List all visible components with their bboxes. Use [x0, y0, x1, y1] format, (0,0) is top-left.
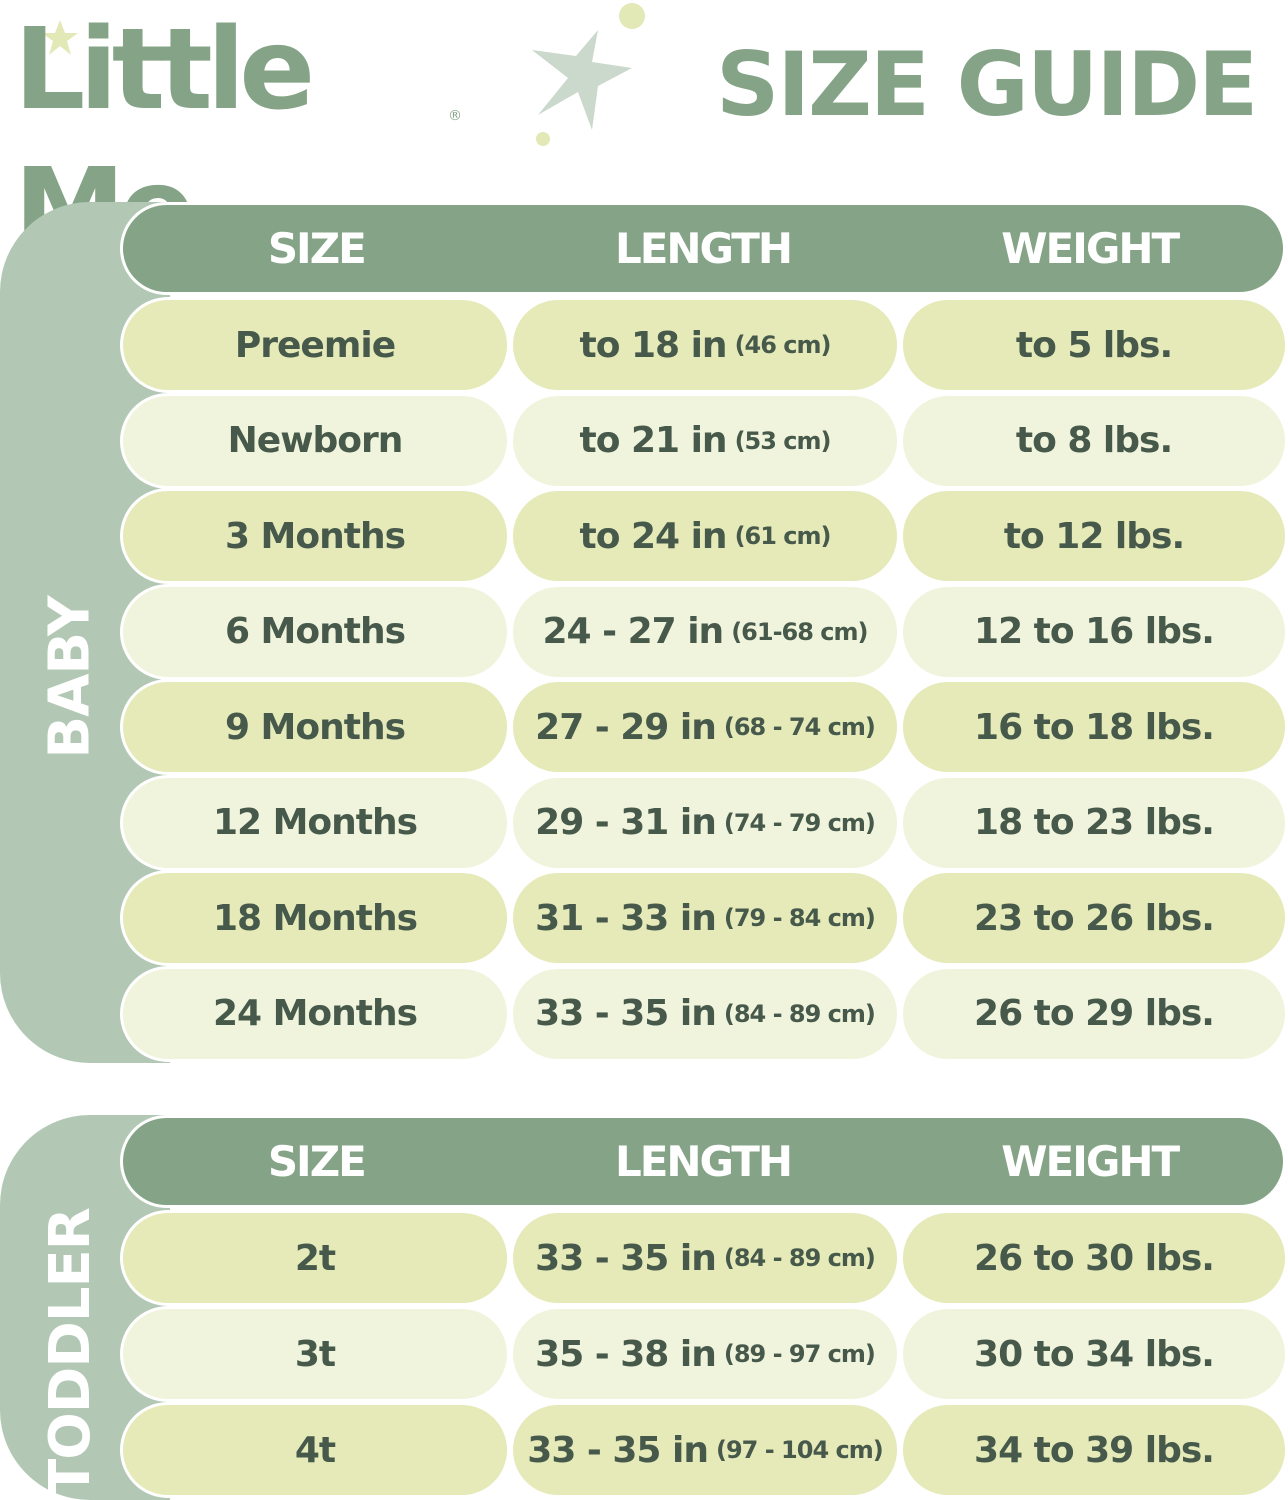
column-header: SIZE: [267, 1137, 367, 1186]
length-cm: (61 cm): [734, 522, 832, 550]
weight-cell: 23 to 26 lbs.: [900, 870, 1288, 966]
weight-cell: 30 to 34 lbs.: [900, 1306, 1288, 1402]
length-cell: to 18 in (46 cm): [510, 297, 900, 393]
star-decoration-icon: [532, 3, 645, 146]
length-inches: 33 - 35 in: [535, 1237, 717, 1279]
length-cell: to 24 in (61 cm): [510, 488, 900, 584]
length-inches: 29 - 31 in: [535, 802, 717, 843]
table-row: 12 Months 29 - 31 in (74 - 79 cm) 18 to 2…: [120, 774, 1288, 871]
weight-cell: 34 to 39 lbs.: [900, 1402, 1288, 1498]
size-cell: Preemie: [120, 297, 510, 393]
size-cell: Newborn: [120, 392, 510, 489]
length-inches: 35 - 38 in: [535, 1333, 717, 1375]
table-row: 2t 33 - 35 in (84 - 89 cm) 26 to 30 lbs.: [120, 1210, 1288, 1306]
weight-cell: 12 to 16 lbs.: [900, 583, 1288, 680]
column-header: WEIGHT: [1001, 1137, 1180, 1186]
weight-cell: 26 to 29 lbs.: [900, 965, 1288, 1062]
length-inches: 31 - 33 in: [535, 897, 717, 939]
table-row: 18 Months 31 - 33 in (79 - 84 cm) 23 to 2…: [120, 870, 1288, 966]
table-row: 4t 33 - 35 in (97 - 104 cm) 34 to 39 lbs.: [120, 1402, 1288, 1498]
table-row: Newborn to 21 in (53 cm) to 8 lbs.: [120, 392, 1288, 489]
weight-cell: to 8 lbs.: [900, 392, 1288, 489]
weight-cell: to 12 lbs.: [900, 488, 1288, 584]
length-cm: (79 - 84 cm): [723, 904, 876, 932]
baby-label: BABY: [37, 595, 103, 759]
weight-cell: to 5 lbs.: [900, 297, 1288, 393]
length-cell: 33 - 35 in (84 - 89 cm): [510, 1210, 900, 1306]
column-header: WEIGHT: [1001, 224, 1180, 273]
toddler-header-row: SIZE LENGTH WEIGHT: [120, 1115, 1286, 1208]
column-header: LENGTH: [614, 1137, 793, 1186]
length-cell: 33 - 35 in (97 - 104 cm): [510, 1402, 900, 1498]
size-cell: 24 Months: [120, 965, 510, 1062]
size-cell: 2t: [120, 1210, 510, 1306]
length-cm: (46 cm): [734, 331, 832, 359]
length-cell: 24 - 27 in (61-68 cm): [510, 583, 900, 680]
table-row: 3 Months to 24 in (61 cm) to 12 lbs.: [120, 488, 1288, 584]
column-header: LENGTH: [614, 224, 793, 273]
length-cell: 33 - 35 in (84 - 89 cm): [510, 965, 900, 1062]
weight-cell: 16 to 18 lbs.: [900, 679, 1288, 775]
length-cell: to 21 in (53 cm): [510, 392, 900, 489]
length-cell: 27 - 29 in (68 - 74 cm): [510, 679, 900, 775]
size-cell: 9 Months: [120, 679, 510, 775]
length-cell: 35 - 38 in (89 - 97 cm): [510, 1306, 900, 1402]
length-cm: (97 - 104 cm): [716, 1436, 884, 1464]
page-title: SIZE GUIDE: [716, 33, 1258, 136]
length-inches: 24 - 27 in: [542, 611, 724, 652]
registered-mark: ®: [448, 108, 462, 124]
brand-logo: Little Me ®: [14, 0, 464, 275]
table-row: Preemie to 18 in (46 cm) to 5 lbs.: [120, 297, 1288, 393]
length-cm: (68 - 74 cm): [723, 713, 876, 741]
baby-header-row: SIZE LENGTH WEIGHT: [120, 202, 1286, 295]
size-cell: 4t: [120, 1402, 510, 1498]
size-cell: 12 Months: [120, 774, 510, 871]
length-inches: to 24 in: [579, 515, 727, 557]
length-cell: 29 - 31 in (74 - 79 cm): [510, 774, 900, 871]
length-inches: 27 - 29 in: [535, 706, 717, 748]
table-row: 24 Months 33 - 35 in (84 - 89 cm) 26 to 2…: [120, 965, 1288, 1062]
length-inches: to 18 in: [579, 324, 727, 366]
weight-cell: 26 to 30 lbs.: [900, 1210, 1288, 1306]
length-inches: to 21 in: [579, 420, 727, 461]
table-row: 6 Months 24 - 27 in (61-68 cm) 12 to 16 l…: [120, 583, 1288, 680]
size-cell: 6 Months: [120, 583, 510, 680]
length-cm: (74 - 79 cm): [723, 808, 876, 837]
size-cell: 18 Months: [120, 870, 510, 966]
length-cm: (53 cm): [734, 426, 832, 455]
length-cm: (89 - 97 cm): [723, 1340, 876, 1368]
length-cm: (84 - 89 cm): [723, 1244, 876, 1272]
weight-cell: 18 to 23 lbs.: [900, 774, 1288, 871]
length-inches: 33 - 35 in: [527, 1429, 709, 1471]
table-row: 9 Months 27 - 29 in (68 - 74 cm) 16 to 18…: [120, 679, 1288, 775]
length-cm: (84 - 89 cm): [723, 999, 876, 1028]
toddler-label: TODDLER: [37, 1207, 103, 1497]
star-icon: [42, 20, 78, 55]
table-row: 3t 35 - 38 in (89 - 97 cm) 30 to 34 lbs.: [120, 1306, 1288, 1402]
length-cell: 31 - 33 in (79 - 84 cm): [510, 870, 900, 966]
size-cell: 3 Months: [120, 488, 510, 584]
column-header: SIZE: [267, 224, 367, 273]
length-cm: (61-68 cm): [731, 617, 868, 646]
size-cell: 3t: [120, 1306, 510, 1402]
length-inches: 33 - 35 in: [535, 993, 717, 1034]
